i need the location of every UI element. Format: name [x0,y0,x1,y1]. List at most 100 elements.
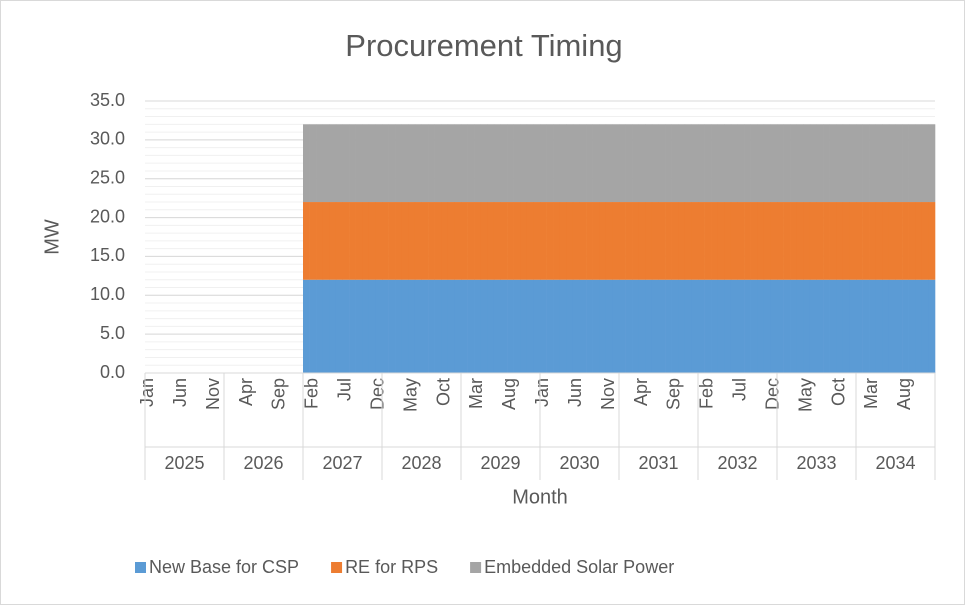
bar-segment [790,279,798,373]
bar-segment [382,124,389,203]
bar-segment [342,124,350,203]
bar-segment [362,279,370,373]
bar-segment [823,124,830,203]
bar-segment [342,202,350,280]
bar-segment [368,202,376,280]
bar-segment [395,202,403,280]
year-label: 2025 [164,453,204,473]
y-tick-label: 5.0 [100,323,125,343]
bar-segment [711,124,719,203]
bar-segment [493,202,501,280]
bar-segment [698,202,705,280]
bar-segment [507,124,514,203]
legend-swatch [135,562,146,573]
bar-segment [441,202,449,280]
x-tick-label: Jun [170,378,190,407]
bar-segment [895,279,903,373]
x-tick-label: Sep [664,378,684,410]
bar-segment [737,279,745,373]
bar-segment [638,279,646,373]
bar-segment [724,279,732,373]
year-label: 2030 [559,453,599,473]
bar-segment [579,279,587,373]
bar-segment [434,124,442,203]
bar-segment [882,279,890,373]
bar-segment [395,124,403,203]
bar-segment [665,124,672,203]
bar-segment [322,124,330,203]
y-tick-label: 10.0 [90,284,125,304]
bar-segment [329,279,337,373]
bar-segment [809,202,817,280]
bar-segment [724,202,732,280]
bar-segment [612,279,620,373]
bar-segment [526,202,534,280]
bar-segment [592,279,600,373]
bar-segment [454,124,462,203]
legend-label: New Base for CSP [149,557,299,577]
bar-segment [632,124,640,203]
bar-segment [625,279,633,373]
bar-segment [329,202,337,280]
x-tick-label: Dec [367,378,387,410]
bar-segment [368,124,376,203]
bar-segment [638,124,646,203]
bar-segment [651,124,659,203]
bar-segment [665,279,672,373]
bar-segment [533,124,541,203]
x-tick-label: Jul [730,378,750,401]
bar-segment [888,202,896,280]
bar-segment [474,202,482,280]
bar-segment [888,279,896,373]
bar-segment [651,279,659,373]
bar-segment [750,124,758,203]
bar-segment [803,279,811,373]
bar-segment [658,279,666,373]
bar-segment [816,124,824,203]
bar-segment [704,124,712,203]
bar-segment [796,279,804,373]
bar-segment [599,124,607,203]
bar-segment [592,124,600,203]
bar-segment [375,279,383,373]
bar-segment [414,279,422,373]
bar-segment [500,124,508,203]
bar-segment [507,202,514,280]
bar-segment [540,124,547,203]
bar-segment [362,202,370,280]
bar-segment [414,124,422,203]
x-tick-label: Feb [697,378,717,409]
bar-segment [770,124,778,203]
bar-segment [823,279,830,373]
year-label: 2032 [717,453,757,473]
bar-segment [836,202,844,280]
bar-segment [605,124,613,203]
bar-segment [572,124,580,203]
bar-segment [698,279,705,373]
y-tick-label: 35.0 [90,90,125,110]
bar-segment [823,202,830,280]
bar-segment [546,202,554,280]
bar-segment [605,202,613,280]
bar-segment [520,124,528,203]
bar-segment [744,202,751,280]
x-tick-label: Nov [203,378,223,410]
bar-segment [303,124,310,203]
y-tick-label: 20.0 [90,206,125,226]
bar-segment [395,279,403,373]
bar-segment [441,279,449,373]
x-tick-label: Apr [631,378,651,406]
bar-segment [645,202,653,280]
bar-segment [671,124,679,203]
bar-segment [875,279,883,373]
bar-segment [572,279,580,373]
bar-segment [559,202,567,280]
bar-segment [809,124,817,203]
bar-segment [467,279,475,373]
bar-segment [875,202,883,280]
bar-segment [375,202,383,280]
year-label: 2031 [638,453,678,473]
bar-segment [704,279,712,373]
bar-segment [862,202,870,280]
x-tick-label: Dec [762,378,782,410]
